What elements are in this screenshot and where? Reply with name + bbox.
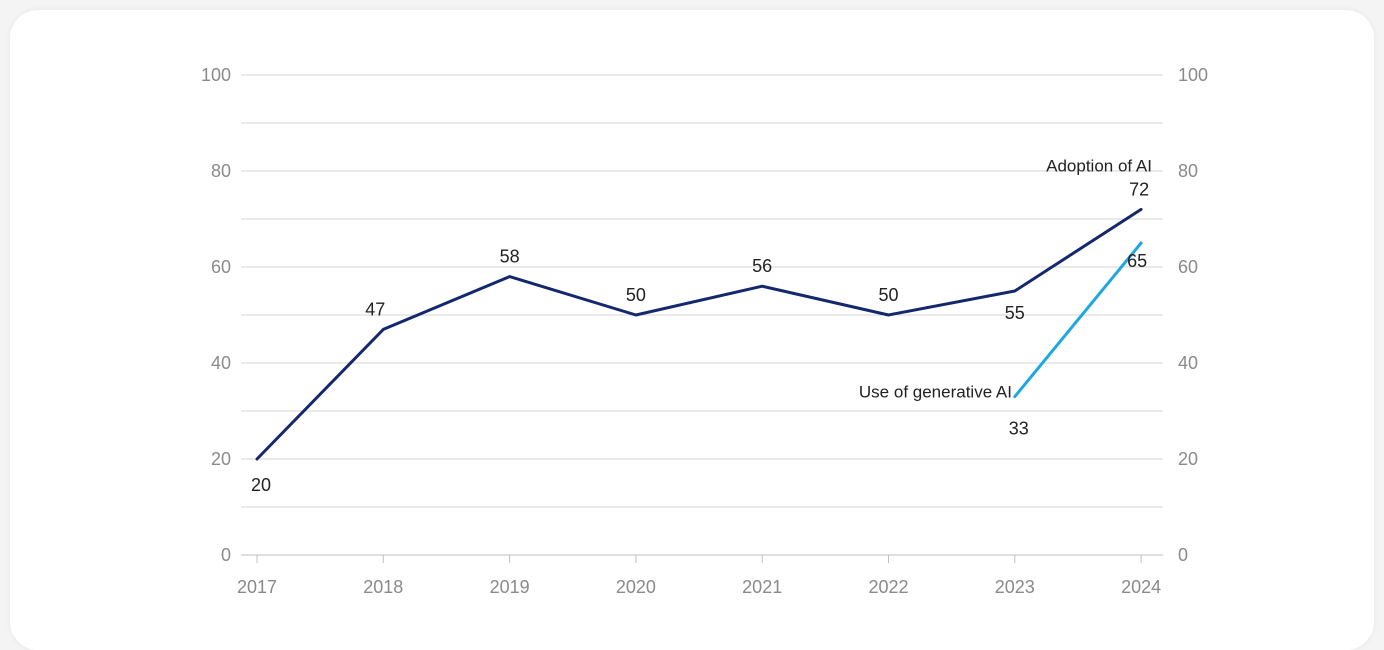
data-label: 56 — [752, 256, 772, 276]
data-labels: 20 47 58 50 56 50 55 72 33 65 Adoption of AI Use of… — [251, 156, 1152, 495]
data-label: 58 — [500, 247, 520, 267]
y-tick-label-left: 80 — [211, 161, 231, 181]
x-tick-label: 2020 — [616, 577, 656, 597]
x-tick-label: 2021 — [742, 577, 782, 597]
y-tick-label-left: 0 — [221, 545, 231, 565]
data-label: 47 — [365, 299, 385, 319]
data-label: 20 — [251, 475, 271, 495]
data-label: 50 — [626, 285, 646, 305]
data-label: 33 — [1009, 419, 1029, 439]
y-tick-label-right: 100 — [1178, 65, 1208, 85]
y-tick-label-right: 40 — [1178, 353, 1198, 373]
y-tick-label-right: 20 — [1178, 449, 1198, 469]
data-label: 72 — [1129, 179, 1149, 199]
x-tick-label: 2024 — [1121, 577, 1161, 597]
data-label: 55 — [1005, 303, 1025, 323]
series-label-adoption-of-ai: Adoption of AI — [1046, 156, 1152, 175]
gridlines — [241, 74, 1163, 508]
x-tick-label: 2023 — [995, 577, 1035, 597]
data-label: 50 — [878, 285, 898, 305]
series-line-use-of-generative-ai — [1013, 241, 1143, 399]
data-label: 65 — [1127, 251, 1147, 271]
y-tick-label-left: 40 — [211, 353, 231, 373]
x-tick-label: 2022 — [868, 577, 908, 597]
series-lines — [255, 207, 1143, 461]
x-tick-label: 2017 — [237, 577, 277, 597]
y-tick-label-left: 20 — [211, 449, 231, 469]
y-tick-label-right: 60 — [1178, 257, 1198, 277]
series-label-use-of-generative-ai: Use of generative AI — [859, 383, 1012, 402]
x-tick-label: 2018 — [363, 577, 403, 597]
y-tick-label-right: 0 — [1178, 545, 1188, 565]
y-tick-label-right: 80 — [1178, 161, 1198, 181]
x-tick-label: 2019 — [490, 577, 530, 597]
chart-card — [10, 10, 1374, 650]
y-tick-label-left: 60 — [211, 257, 231, 277]
series-line-adoption-of-ai — [255, 207, 1143, 461]
y-tick-label-left: 100 — [201, 65, 231, 85]
